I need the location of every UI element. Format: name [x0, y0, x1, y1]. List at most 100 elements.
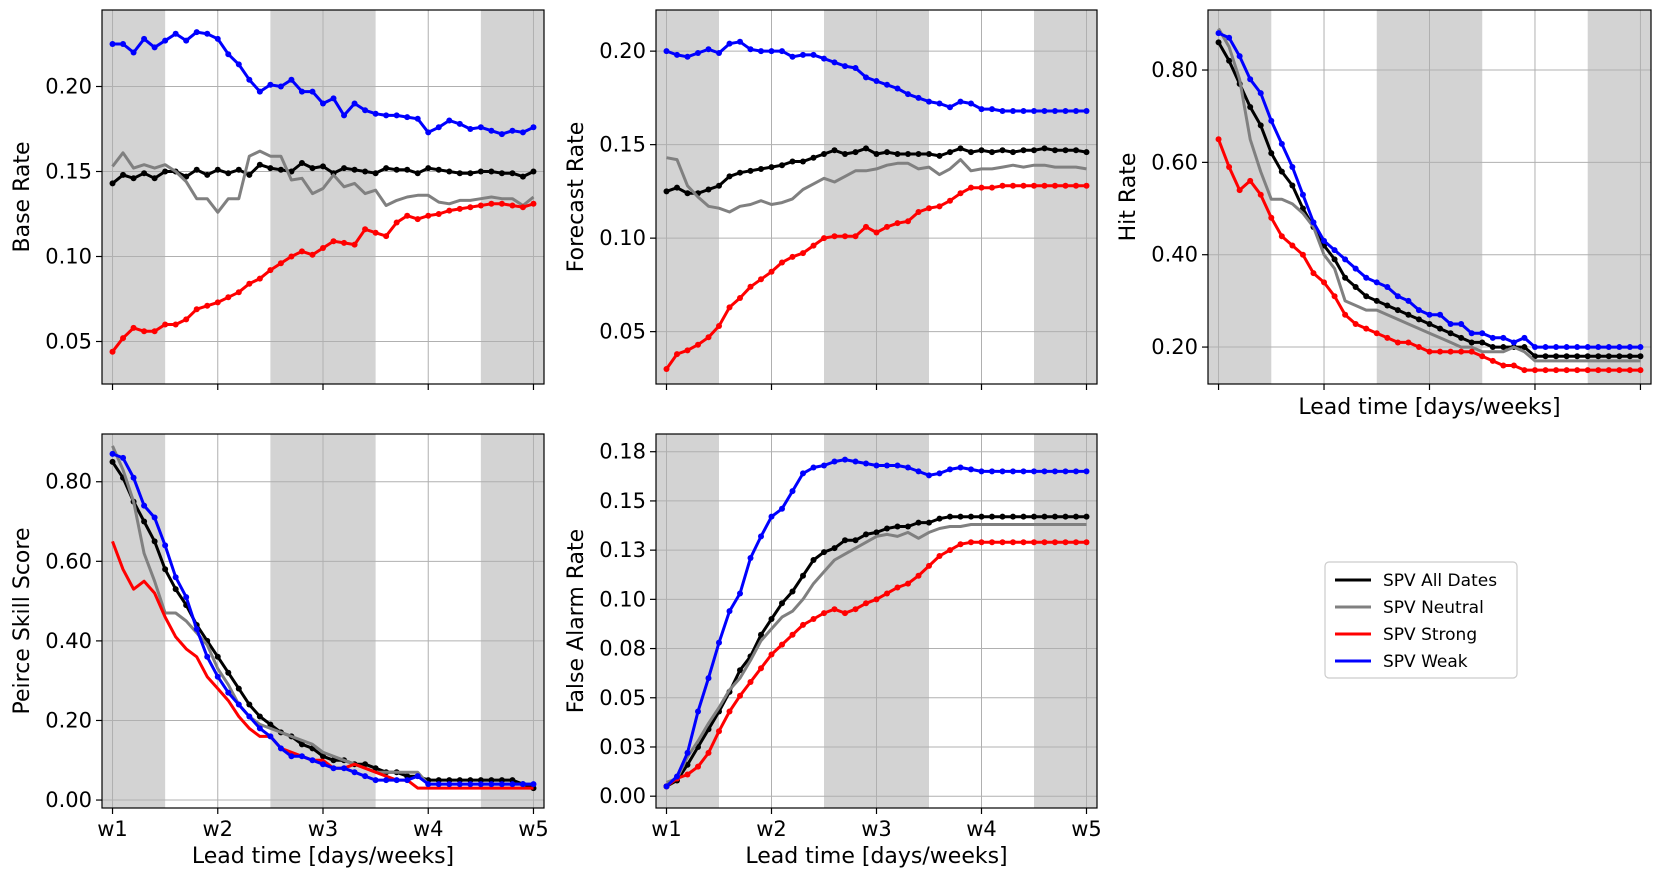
- data-point: [1268, 117, 1275, 124]
- data-point: [1605, 367, 1612, 374]
- data-point: [1041, 513, 1048, 520]
- data-point: [821, 462, 827, 469]
- data-point: [393, 777, 400, 784]
- data-point: [1415, 344, 1422, 351]
- data-point: [968, 184, 974, 191]
- data-point: [726, 173, 733, 180]
- data-point: [936, 152, 943, 159]
- data-point: [884, 223, 890, 230]
- data-point: [926, 472, 932, 479]
- data-point: [362, 773, 369, 780]
- data-point: [383, 112, 390, 119]
- data-point: [873, 462, 880, 469]
- data-point: [141, 502, 148, 509]
- data-point: [362, 226, 369, 233]
- data-point: [1041, 468, 1048, 475]
- data-point: [978, 468, 985, 475]
- data-point: [1468, 339, 1475, 346]
- data-point: [1041, 145, 1048, 152]
- data-point: [695, 50, 701, 57]
- week-shade-band: [1587, 10, 1651, 384]
- data-point: [498, 131, 505, 138]
- data-point: [235, 685, 242, 692]
- data-point: [351, 166, 358, 173]
- x-tick-label: w4: [413, 817, 444, 841]
- panel-base_rate: 0.05 0.10 0.15 0.20 Base Rate: [10, 9, 545, 390]
- data-point: [800, 158, 806, 165]
- data-point: [957, 98, 964, 105]
- data-point: [1394, 339, 1401, 346]
- data-point: [747, 46, 754, 53]
- data-point: [1083, 182, 1090, 189]
- data-point: [162, 168, 169, 175]
- data-point: [204, 302, 211, 309]
- data-point: [130, 175, 137, 182]
- data-point: [737, 38, 743, 45]
- data-point: [758, 276, 764, 283]
- data-point: [957, 145, 964, 152]
- data-point: [684, 749, 691, 756]
- data-point: [737, 294, 743, 301]
- series-line: [666, 156, 1087, 214]
- series-line: [1217, 27, 1641, 363]
- data-point: [936, 515, 943, 522]
- data-point: [256, 725, 263, 732]
- x-tick-label: w2: [756, 817, 787, 841]
- data-point: [810, 242, 817, 249]
- data-point: [989, 539, 995, 546]
- data-point: [779, 641, 785, 648]
- data-point: [1289, 242, 1296, 249]
- data-point: [298, 160, 305, 166]
- data-point: [1052, 539, 1058, 546]
- data-point: [1020, 539, 1027, 546]
- data-point: [256, 161, 263, 168]
- data-point: [435, 124, 442, 131]
- data-point: [873, 78, 880, 85]
- data-point: [926, 150, 932, 157]
- y-axis-label: False Alarm Rate: [564, 529, 589, 713]
- data-point: [1384, 284, 1391, 291]
- y-axis-label: Hit Rate: [1116, 153, 1141, 242]
- data-point: [663, 783, 670, 790]
- data-point: [172, 30, 179, 37]
- data-point: [351, 241, 358, 248]
- data-point: [246, 713, 253, 720]
- data-point: [1073, 468, 1079, 475]
- data-point: [1226, 163, 1233, 170]
- panel-peirce_skill_score: 0.00 0.20 0.40 0.60 0.80 w1 w2 w3 w4 w5 Peirce Ski…: [10, 433, 549, 869]
- data-point: [789, 631, 796, 638]
- data-point: [1083, 107, 1090, 114]
- data-point: [1041, 539, 1048, 546]
- data-point: [162, 566, 169, 573]
- data-point: [1010, 513, 1016, 520]
- data-point: [1031, 147, 1037, 154]
- series-spv-strong: [111, 540, 534, 790]
- data-point: [414, 216, 421, 223]
- data-point: [758, 631, 764, 638]
- data-point: [831, 606, 838, 613]
- data-point: [968, 513, 974, 520]
- data-point: [1616, 344, 1623, 351]
- data-point: [498, 781, 505, 788]
- data-point: [1458, 334, 1465, 341]
- data-point: [894, 523, 901, 530]
- x-tick-label: w5: [1071, 817, 1102, 841]
- data-point: [1010, 182, 1016, 189]
- data-point: [1031, 182, 1037, 189]
- data-point: [926, 519, 932, 526]
- y-axis-label: Peirce Skill Score: [10, 528, 35, 715]
- data-point: [905, 580, 911, 587]
- data-point: [663, 48, 670, 55]
- data-point: [435, 166, 442, 173]
- data-point: [884, 149, 890, 156]
- data-point: [498, 170, 505, 177]
- data-point: [821, 150, 827, 157]
- data-point: [873, 229, 880, 236]
- data-point: [309, 88, 316, 95]
- data-point: [393, 166, 400, 173]
- data-point: [120, 335, 127, 342]
- data-point: [509, 127, 516, 134]
- data-point: [1626, 367, 1633, 374]
- data-point: [1020, 107, 1027, 114]
- data-point: [1299, 251, 1306, 258]
